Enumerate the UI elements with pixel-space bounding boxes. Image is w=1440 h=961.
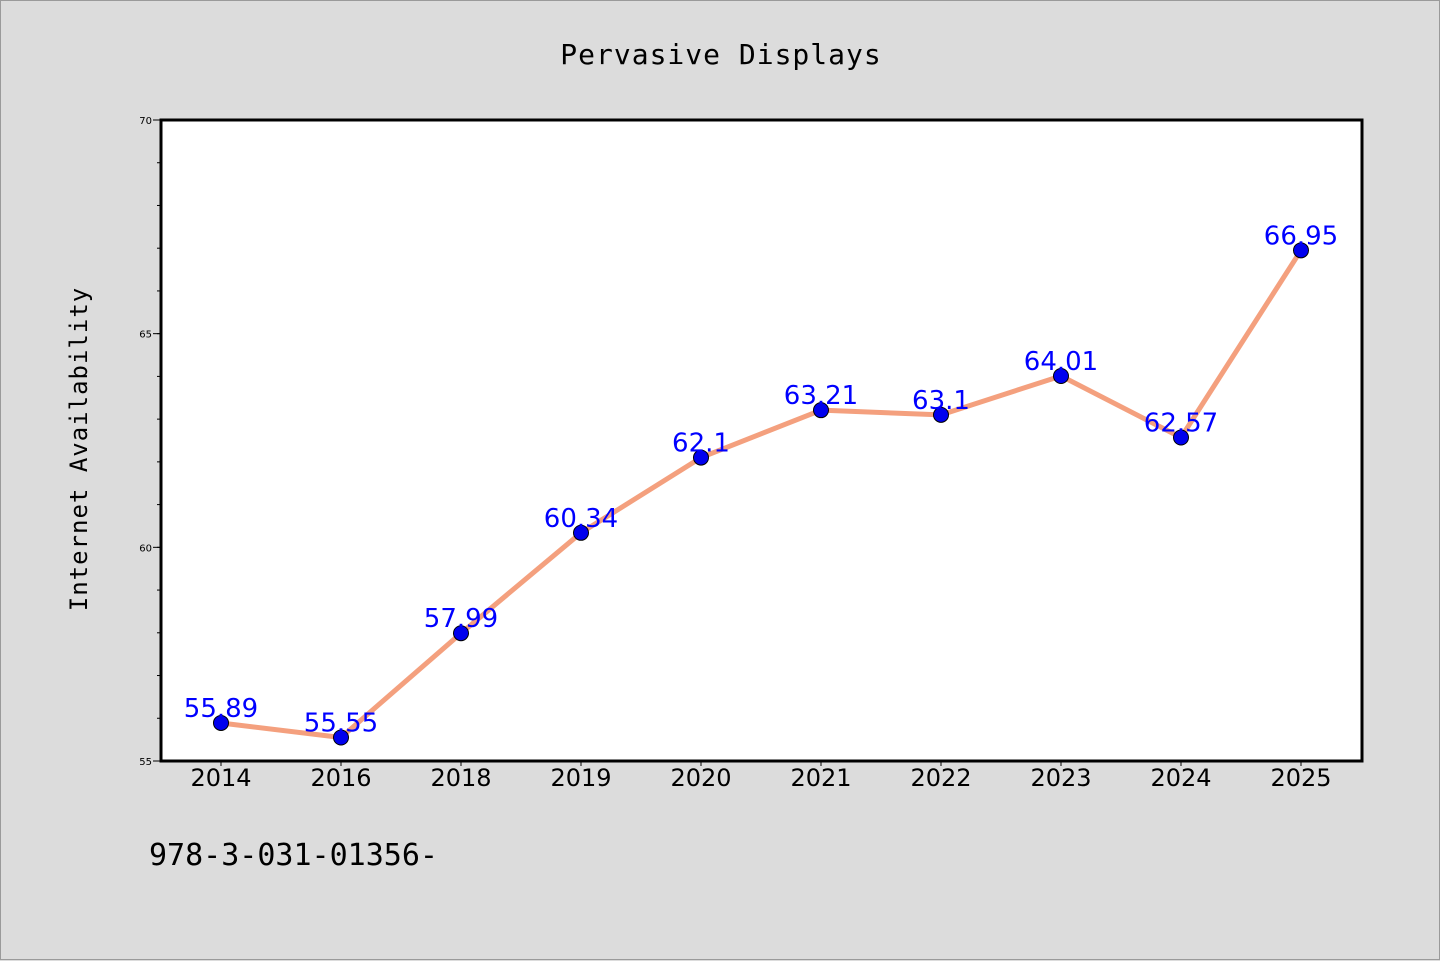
data-label: 55.55 [304, 708, 378, 738]
x-tick-label: 2024 [1150, 764, 1211, 792]
data-point [333, 729, 349, 746]
data-label: 63.21 [784, 381, 858, 411]
data-label: 62.1 [672, 429, 730, 459]
x-axis: 2014 2016 2018 2019 2020 2021 2022 2023 2024 2025 [190, 761, 1332, 792]
data-label: 64.01 [1024, 347, 1098, 377]
data-point [813, 402, 829, 419]
y-axis-label: Internet Availability [65, 287, 93, 611]
x-tick-label: 2018 [430, 764, 491, 792]
chart-title: Pervasive Displays [560, 38, 881, 71]
x-tick-label: 2020 [670, 764, 731, 792]
series-layer: 55.89 55.55 57.99 60.34 62.1 63.21 63.1 64.01 62… [184, 221, 1338, 746]
footer-code: 978-3-031-01356- [149, 838, 438, 873]
data-point [1053, 367, 1069, 384]
y-tick-label: 55 [139, 757, 152, 768]
data-point [933, 406, 949, 423]
x-tick-label: 2016 [310, 764, 371, 792]
data-label: 60.34 [544, 504, 618, 534]
data-point [453, 625, 469, 642]
y-tick-label: 70 [139, 116, 152, 127]
data-point [573, 524, 589, 541]
y-tick-label: 65 [139, 330, 152, 341]
x-tick-label: 2014 [190, 764, 251, 792]
data-point [1293, 242, 1309, 259]
data-point [693, 449, 709, 466]
plot-area [159, 118, 1364, 763]
x-tick-label: 2023 [1030, 764, 1091, 792]
data-point [213, 714, 229, 731]
series-line [218, 247, 1304, 740]
y-axis: 55 60 65 70 [139, 116, 161, 768]
data-label: 55.89 [184, 694, 258, 724]
x-tick-label: 2022 [910, 764, 971, 792]
data-point [1173, 429, 1189, 446]
data-label: 63.1 [912, 386, 970, 416]
x-tick-label: 2021 [790, 764, 851, 792]
x-tick-label: 2019 [550, 764, 611, 792]
data-label: 57.99 [424, 604, 498, 634]
x-tick-label: 2025 [1270, 764, 1331, 792]
y-tick-label: 60 [139, 543, 152, 554]
data-label: 66.95 [1264, 221, 1338, 251]
data-label: 62.57 [1144, 409, 1218, 439]
